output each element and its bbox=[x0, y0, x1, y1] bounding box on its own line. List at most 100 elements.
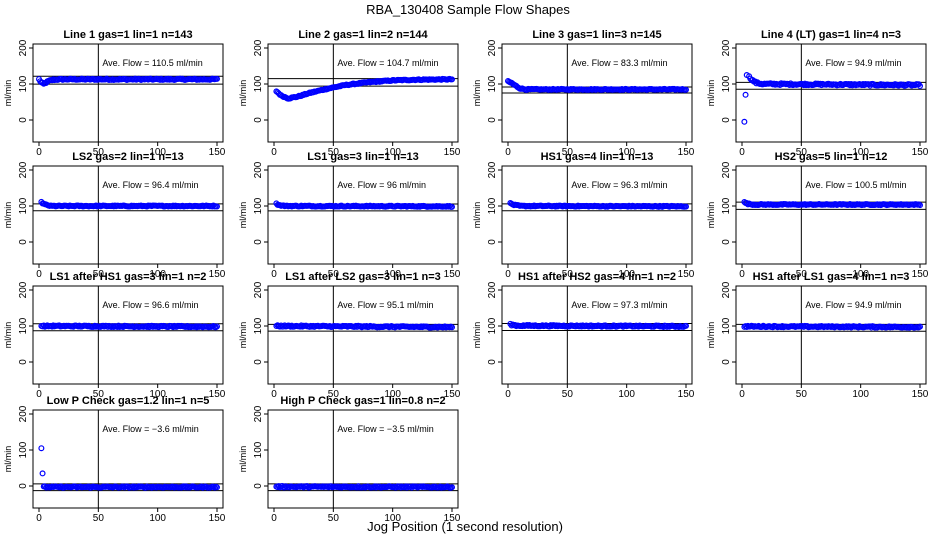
data-points bbox=[273, 200, 456, 210]
panel-5: LS2 gas=2 lin=1 n=13 0 100 200 0 50 100 150 ml/m… bbox=[3, 151, 226, 280]
x-tick-label: 50 bbox=[328, 389, 340, 400]
panel-title: HS2 gas=5 lin=1 n=12 bbox=[775, 151, 888, 163]
average-flow-label: Ave. Flow = 96 ml/min bbox=[337, 180, 426, 190]
average-flow-label: Ave. Flow = 94.9 ml/min bbox=[805, 300, 901, 310]
average-flow-label: Ave. Flow = 110.5 ml/min bbox=[102, 58, 202, 68]
panel-11: HS1 after HS2 gas=4 lin=1 n=2 0 100 200 0 50 1… bbox=[472, 271, 695, 400]
data-point bbox=[916, 82, 923, 89]
panel-1: Line 1 gas=1 lin=1 n=143 0 100 200 0 50 100 150… bbox=[3, 29, 226, 158]
x-tick-label: 0 bbox=[36, 389, 42, 400]
panel-8: HS2 gas=5 lin=1 n=12 0 100 200 0 50 100 150 ml/m… bbox=[706, 151, 929, 280]
plot-frame bbox=[32, 43, 224, 143]
data-points bbox=[273, 483, 456, 491]
average-flow-label: Ave. Flow = 100.5 ml/min bbox=[805, 180, 906, 190]
x-tick-label: 0 bbox=[271, 147, 277, 158]
y-axis-label: ml/min bbox=[238, 80, 248, 107]
data-point bbox=[743, 71, 750, 78]
x-tick-label: 50 bbox=[796, 389, 808, 400]
panel-title: HS1 after LS1 gas=4 lin=1 n=3 bbox=[753, 271, 910, 283]
y-axis-label: ml/min bbox=[3, 80, 13, 107]
x-tick-label: 0 bbox=[36, 147, 42, 158]
x-tick-label: 100 bbox=[618, 147, 635, 158]
x-tick-label: 50 bbox=[562, 389, 574, 400]
panel-4: Line 4 (LT) gas=1 lin=4 n=3 0 100 200 0 50 100… bbox=[706, 29, 929, 158]
y-tick-label: 200 bbox=[18, 405, 29, 422]
panel-title: LS2 gas=2 lin=1 n=13 bbox=[72, 151, 184, 163]
data-points bbox=[35, 75, 221, 87]
y-tick-label: 200 bbox=[487, 281, 498, 298]
x-tick-label: 150 bbox=[912, 147, 929, 158]
panel-title: LS1 after LS2 gas=3 lin=1 n=3 bbox=[285, 271, 441, 283]
x-tick-label: 50 bbox=[93, 513, 105, 524]
data-point bbox=[682, 203, 689, 210]
x-tick-label: 150 bbox=[444, 147, 461, 158]
y-tick-label: 0 bbox=[253, 359, 264, 365]
data-point bbox=[214, 203, 221, 210]
figure-title: RBA_130408 Sample Flow Shapes bbox=[366, 2, 570, 17]
x-tick-label: 50 bbox=[562, 147, 574, 158]
x-tick-label: 0 bbox=[505, 147, 511, 158]
plot-frame bbox=[501, 285, 693, 385]
data-points bbox=[505, 77, 689, 93]
x-tick-label: 100 bbox=[384, 389, 401, 400]
y-tick-label: 200 bbox=[721, 39, 732, 56]
data-points bbox=[273, 75, 456, 102]
x-tick-label: 150 bbox=[209, 513, 226, 524]
y-tick-label: 0 bbox=[721, 117, 732, 123]
x-tick-label: 0 bbox=[36, 269, 42, 280]
x-tick-label: 100 bbox=[852, 389, 869, 400]
y-axis-label: ml/min bbox=[238, 202, 248, 229]
y-tick-label: 0 bbox=[487, 359, 498, 365]
data-points bbox=[507, 200, 689, 210]
data-point bbox=[214, 323, 221, 330]
plot-frame bbox=[267, 43, 459, 143]
data-points bbox=[741, 322, 923, 331]
x-tick-label: 50 bbox=[562, 269, 574, 280]
data-point bbox=[682, 86, 689, 93]
panel-9: LS1 after HS1 gas=3 lin=1 n=2 0 100 200 0 50 1… bbox=[3, 271, 226, 400]
x-tick-label: 100 bbox=[149, 513, 166, 524]
y-tick-label: 100 bbox=[18, 197, 29, 214]
y-tick-label: 0 bbox=[18, 359, 29, 365]
x-tick-label: 150 bbox=[444, 389, 461, 400]
panel-title: LS1 after HS1 gas=3 lin=1 n=2 bbox=[50, 271, 207, 283]
y-tick-label: 200 bbox=[721, 161, 732, 178]
plot-frame bbox=[32, 165, 224, 265]
data-point bbox=[39, 470, 46, 477]
x-tick-label: 150 bbox=[678, 389, 695, 400]
x-tick-label: 50 bbox=[328, 147, 340, 158]
x-tick-label: 100 bbox=[149, 269, 166, 280]
y-tick-label: 200 bbox=[721, 281, 732, 298]
y-axis-label: ml/min bbox=[472, 322, 482, 349]
y-axis-label: ml/min bbox=[238, 322, 248, 349]
panel-title: HS1 after HS2 gas=4 lin=1 n=2 bbox=[518, 271, 676, 283]
x-tick-label: 100 bbox=[384, 147, 401, 158]
y-tick-label: 100 bbox=[721, 317, 732, 334]
y-axis-label: ml/min bbox=[706, 80, 716, 107]
data-points bbox=[38, 198, 221, 210]
y-tick-label: 0 bbox=[721, 239, 732, 245]
y-tick-label: 100 bbox=[721, 197, 732, 214]
panel-14: High P Check gas=1 lin=0.8 n=2 0 100 200 0 50… bbox=[238, 395, 461, 524]
data-point bbox=[449, 484, 456, 491]
average-flow-label: Ave. Flow = 83.3 ml/min bbox=[571, 58, 667, 68]
y-tick-label: 100 bbox=[487, 75, 498, 92]
average-flow-label: Ave. Flow = 97.3 ml/min bbox=[571, 300, 667, 310]
panel-grid: Line 1 gas=1 lin=1 n=143 0 100 200 0 50 100 150… bbox=[3, 29, 929, 524]
panel-6: LS1 gas=3 lin=1 n=13 0 100 200 0 50 100 150 ml/m… bbox=[238, 151, 461, 280]
plot-frame bbox=[32, 409, 224, 509]
panel-12: HS1 after LS1 gas=4 lin=1 n=3 0 100 200 0 50 1… bbox=[706, 271, 929, 400]
y-tick-label: 0 bbox=[721, 359, 732, 365]
y-tick-label: 0 bbox=[18, 117, 29, 123]
x-tick-label: 150 bbox=[209, 269, 226, 280]
x-tick-label: 100 bbox=[149, 147, 166, 158]
plot-frame bbox=[735, 285, 927, 385]
plot-frame bbox=[501, 165, 693, 265]
x-tick-label: 50 bbox=[93, 389, 105, 400]
data-point bbox=[38, 445, 45, 452]
panel-title: LS1 gas=3 lin=1 n=13 bbox=[307, 151, 419, 163]
panel-title: Line 2 gas=1 lin=2 n=144 bbox=[298, 29, 428, 41]
average-flow-label: Ave. Flow = 96.6 ml/min bbox=[102, 300, 198, 310]
data-point bbox=[916, 323, 923, 330]
x-tick-label: 0 bbox=[271, 389, 277, 400]
